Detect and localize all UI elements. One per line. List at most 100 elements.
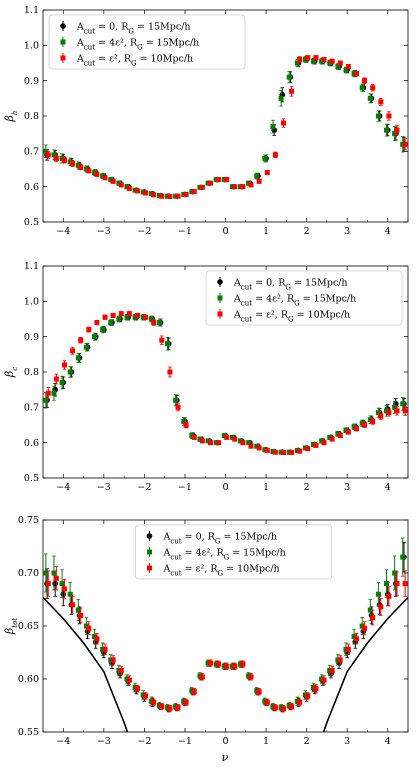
data-point bbox=[224, 434, 230, 440]
y-tick-label: 0.7 bbox=[24, 403, 39, 414]
y-tick-label: 0.5 bbox=[24, 217, 39, 228]
data-point bbox=[370, 615, 376, 621]
data-point bbox=[118, 182, 124, 188]
y-tick-label: 1.0 bbox=[24, 297, 39, 308]
data-point bbox=[118, 668, 124, 674]
data-point bbox=[61, 586, 67, 592]
data-point bbox=[362, 422, 368, 428]
data-point bbox=[345, 646, 351, 652]
data-point bbox=[207, 440, 213, 446]
data-point bbox=[289, 88, 295, 94]
legend: Acut = 0, RG = 15Mpc/h Acut = 4ε², RG = 1… bbox=[135, 524, 332, 580]
data-point bbox=[345, 64, 351, 70]
data-point bbox=[102, 646, 108, 652]
data-point bbox=[116, 316, 122, 322]
x-tick-label: −2 bbox=[137, 736, 151, 747]
legend-label: Acut = 0, RG = 15Mpc/h bbox=[76, 22, 191, 36]
x-tick-label: 3 bbox=[344, 226, 350, 237]
data-point bbox=[118, 311, 124, 317]
data-point bbox=[100, 327, 106, 333]
data-point bbox=[370, 418, 376, 424]
data-point bbox=[248, 674, 254, 680]
data-point bbox=[134, 312, 140, 318]
y-tick-label: 0.60 bbox=[18, 674, 39, 685]
y-tick-label: 0.7 bbox=[24, 147, 39, 158]
data-point bbox=[375, 591, 381, 597]
data-point bbox=[256, 445, 262, 451]
legend-label: Acut = 4ε², RG = 15Mpc/h bbox=[233, 294, 356, 308]
data-point bbox=[94, 320, 100, 326]
legend-marker bbox=[147, 549, 152, 555]
data-point bbox=[353, 636, 359, 642]
data-point bbox=[126, 311, 132, 317]
data-point bbox=[67, 369, 73, 375]
x-tick-label: 4 bbox=[385, 736, 391, 747]
data-point bbox=[254, 173, 260, 179]
data-point bbox=[199, 438, 205, 444]
data-point bbox=[59, 581, 65, 587]
data-point bbox=[294, 60, 300, 66]
data-layer bbox=[43, 55, 408, 200]
data-point bbox=[191, 434, 197, 440]
x-tick-label: −3 bbox=[97, 736, 111, 747]
data-point bbox=[143, 693, 149, 699]
x-tick-label: −3 bbox=[97, 482, 111, 493]
data-point bbox=[175, 705, 181, 711]
data-point bbox=[216, 661, 222, 667]
data-point bbox=[126, 677, 132, 683]
data-point bbox=[75, 355, 81, 361]
data-point bbox=[305, 55, 311, 61]
data-point bbox=[337, 60, 343, 66]
data-point bbox=[313, 442, 319, 448]
data-point bbox=[191, 689, 197, 695]
data-point bbox=[313, 55, 319, 61]
data-point bbox=[337, 433, 343, 439]
x-tick-label: −1 bbox=[178, 226, 192, 237]
data-point bbox=[159, 337, 165, 343]
data-point bbox=[167, 706, 173, 712]
x-tick-label: 1 bbox=[263, 226, 269, 237]
data-point bbox=[59, 380, 65, 386]
data-point bbox=[43, 570, 49, 576]
data-point bbox=[53, 376, 59, 382]
data-point bbox=[305, 693, 311, 699]
data-point bbox=[321, 677, 327, 683]
data-point bbox=[270, 124, 276, 130]
data-point bbox=[297, 56, 303, 62]
data-point bbox=[181, 418, 187, 424]
data-point bbox=[70, 348, 76, 354]
data-point bbox=[286, 74, 292, 80]
y-tick-label: 0.75 bbox=[18, 515, 39, 526]
data-point bbox=[216, 177, 222, 183]
theory-curve bbox=[43, 596, 129, 732]
data-point bbox=[394, 581, 400, 587]
legend-box bbox=[135, 524, 332, 580]
data-point bbox=[67, 591, 73, 597]
data-point bbox=[70, 602, 76, 608]
data-point bbox=[53, 575, 59, 581]
x-tick-label: −1 bbox=[178, 482, 192, 493]
legend-marker bbox=[60, 55, 66, 61]
data-point bbox=[248, 443, 254, 449]
data-point bbox=[311, 58, 317, 64]
data-point bbox=[386, 113, 392, 119]
data-point bbox=[280, 120, 286, 126]
data-point bbox=[224, 663, 230, 669]
x-tick-label: 1 bbox=[263, 482, 269, 493]
data-point bbox=[78, 612, 84, 618]
data-point bbox=[329, 58, 335, 64]
data-point bbox=[151, 320, 157, 326]
data-point bbox=[400, 554, 406, 560]
data-point bbox=[264, 699, 270, 705]
data-point bbox=[102, 314, 108, 320]
data-point bbox=[378, 413, 384, 419]
data-point bbox=[183, 191, 189, 197]
data-point bbox=[51, 570, 57, 576]
y-axis-label: βh bbox=[3, 111, 19, 123]
data-point bbox=[45, 390, 51, 396]
data-point bbox=[392, 131, 398, 137]
data-point bbox=[110, 312, 116, 318]
legend-marker bbox=[146, 533, 153, 539]
data-point bbox=[199, 184, 205, 190]
panel-1: −4 −3 −2 −1 0 1 2 3 4 0.5 0.6 0.7 0.8 0.9 1.0 1.1 βh Acut… bbox=[3, 5, 409, 237]
